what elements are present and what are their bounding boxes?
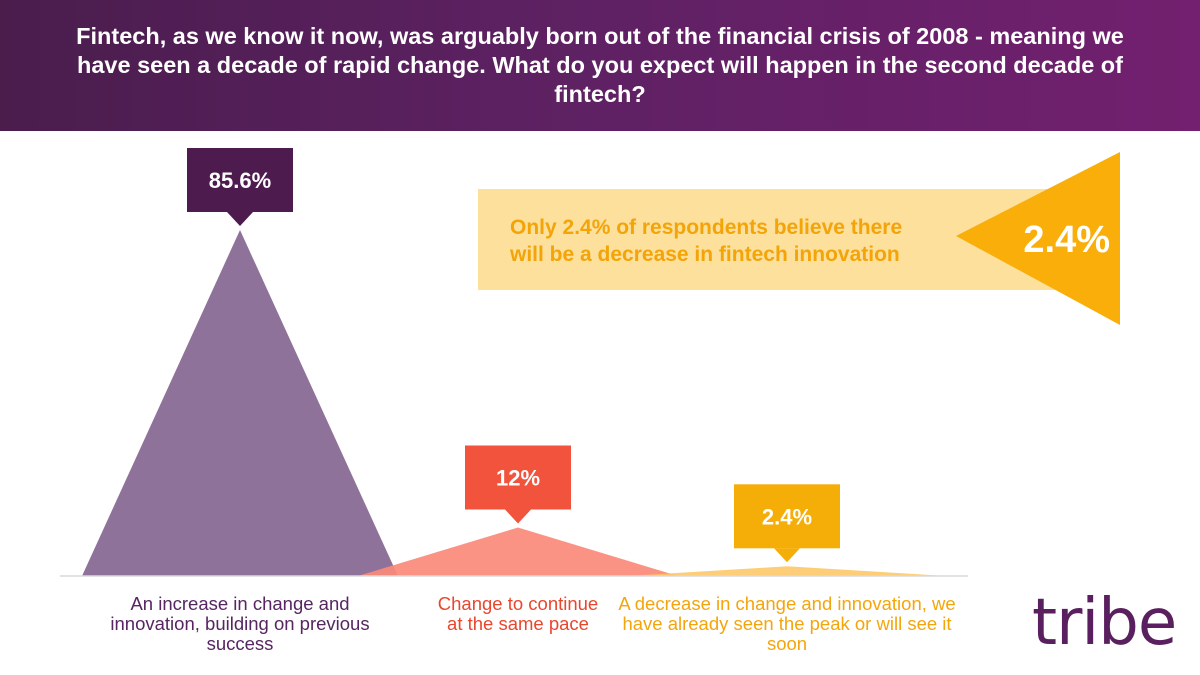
header-banner: Fintech, as we know it now, was arguably…	[0, 0, 1200, 131]
data-label-pointer-1	[227, 212, 253, 226]
data-label-2: 12%	[465, 445, 571, 524]
data-label-box-1	[187, 148, 293, 212]
data-label-text-3: 2.4%	[762, 504, 812, 529]
chart-title: Fintech, as we know it now, was arguably…	[76, 23, 1124, 107]
callout-text-line-1: Only 2.4% of respondents believe there	[510, 216, 902, 239]
callout-text-line-2: will be a decrease in fintech innovation	[509, 243, 900, 266]
chart-marks: 85.6% 12% 2.4%	[82, 148, 947, 576]
data-label-1: 85.6%	[187, 148, 293, 226]
category-label-3: A decrease in change and innovation, we …	[618, 593, 956, 654]
data-label-pointer-2	[505, 509, 531, 524]
tribe-logo: tribe	[1032, 586, 1177, 660]
peak-mark-3	[627, 566, 947, 576]
callout: Only 2.4% of respondents believe there w…	[478, 152, 1120, 325]
category-label-2: Change to continue at the same pace	[437, 593, 599, 634]
peak-mark-1	[82, 230, 398, 576]
category-label-1: An increase in change and innovation, bu…	[110, 593, 370, 654]
callout-value: 2.4%	[1023, 219, 1110, 261]
data-label-box-2	[465, 445, 571, 510]
data-label-3: 2.4%	[734, 484, 840, 563]
data-label-pointer-3	[774, 548, 800, 563]
data-label-text-2: 12%	[496, 465, 540, 490]
peak-mark-2	[358, 527, 678, 576]
data-label-text-1: 85.6%	[209, 168, 271, 193]
data-label-box-3	[734, 484, 840, 549]
callout-triangle	[956, 152, 1120, 325]
